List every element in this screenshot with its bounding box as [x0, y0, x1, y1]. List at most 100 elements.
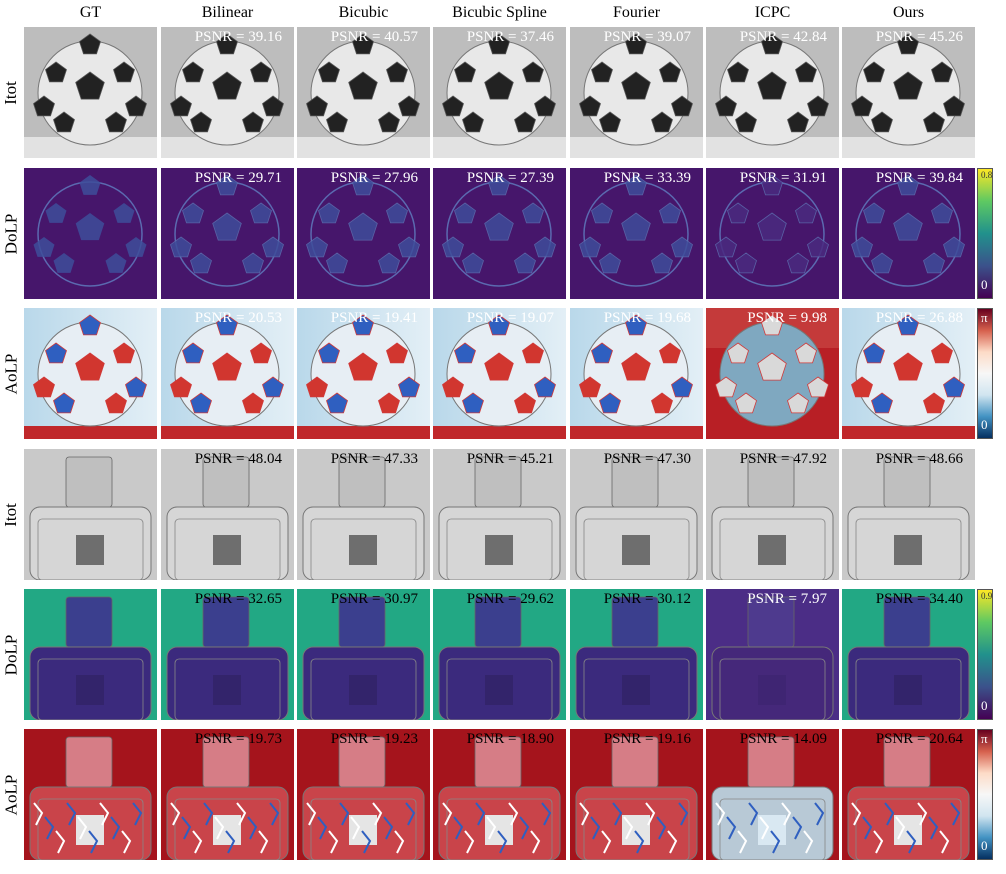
panel-image: [297, 729, 430, 860]
image-panel: PSNR = 42.84: [706, 27, 839, 158]
psnr-label: PSNR = 19.07: [466, 310, 554, 326]
colorbar-max-label: π: [981, 310, 988, 325]
image-panel: PSNR = 27.96: [297, 168, 430, 299]
panel-image: [24, 308, 157, 439]
panel-image: [297, 589, 430, 720]
image-panel: PSNR = 34.40: [842, 589, 975, 720]
psnr-label: PSNR = 39.07: [603, 29, 691, 45]
image-panel: PSNR = 29.71: [161, 168, 294, 299]
panel-image: [842, 308, 975, 439]
image-panel: PSNR = 26.88: [842, 308, 975, 439]
panel-image: [161, 449, 294, 580]
panel-image: [842, 589, 975, 720]
image-panel: PSNR = 7.97: [706, 589, 839, 720]
image-panel: PSNR = 48.04: [161, 449, 294, 580]
image-panel: PSNR = 19.68: [570, 308, 703, 439]
psnr-label: PSNR = 30.12: [603, 591, 691, 607]
colorbar: [977, 308, 993, 439]
image-panel: [24, 308, 157, 439]
column-header: Fourier: [612, 4, 661, 21]
psnr-label: PSNR = 26.88: [875, 310, 963, 326]
panel-image: [24, 168, 157, 299]
image-panel: PSNR = 19.07: [433, 308, 566, 439]
panel-image: [842, 168, 975, 299]
colorbar: [977, 729, 993, 860]
panel-image: [842, 729, 975, 860]
image-panel: PSNR = 27.39: [433, 168, 566, 299]
row-label: DoLP: [0, 168, 22, 299]
psnr-label: PSNR = 30.97: [330, 591, 418, 607]
image-panel: [24, 589, 157, 720]
panel-image: [161, 589, 294, 720]
image-panel: PSNR = 20.53: [161, 308, 294, 439]
psnr-label: PSNR = 47.33: [330, 451, 418, 467]
row-label-text: AoLP: [1, 353, 20, 394]
panel-image: [706, 449, 839, 580]
image-panel: PSNR = 40.57: [297, 27, 430, 158]
image-panel: PSNR = 45.26: [842, 27, 975, 158]
image-panel: PSNR = 20.64: [842, 729, 975, 860]
psnr-label: PSNR = 9.98: [747, 310, 827, 326]
panel-image: [161, 27, 294, 158]
psnr-label: PSNR = 19.73: [194, 731, 282, 747]
image-panel: PSNR = 30.12: [570, 589, 703, 720]
psnr-label: PSNR = 18.90: [466, 731, 554, 747]
image-panel: PSNR = 47.33: [297, 449, 430, 580]
image-panel: PSNR = 37.46: [433, 27, 566, 158]
row-label: AoLP: [0, 729, 22, 860]
image-panel: PSNR = 39.07: [570, 27, 703, 158]
panel-image: [297, 308, 430, 439]
image-panel: PSNR = 32.65: [161, 589, 294, 720]
image-panel: [24, 27, 157, 158]
image-panel: PSNR = 47.92: [706, 449, 839, 580]
psnr-label: PSNR = 27.39: [466, 170, 554, 186]
panel-image: [24, 27, 157, 158]
panel-image: [570, 589, 703, 720]
row-label-text: AoLP: [1, 774, 20, 815]
column-header: GT: [79, 4, 102, 21]
image-panel: [24, 449, 157, 580]
psnr-label: PSNR = 27.96: [330, 170, 418, 186]
psnr-label: PSNR = 7.97: [747, 591, 827, 607]
psnr-label: PSNR = 19.16: [603, 731, 691, 747]
colorbar: [977, 168, 993, 299]
psnr-label: PSNR = 29.71: [194, 170, 282, 186]
panel-image: [570, 168, 703, 299]
image-panel: PSNR = 14.09: [706, 729, 839, 860]
psnr-label: PSNR = 45.26: [875, 29, 963, 45]
image-panel: PSNR = 19.41: [297, 308, 430, 439]
panel-image: [433, 589, 566, 720]
panel-image: [570, 729, 703, 860]
row-label: Itot: [0, 449, 22, 580]
row-label-text: Itot: [1, 502, 21, 527]
psnr-label: PSNR = 37.46: [466, 29, 554, 45]
panel-image: [706, 168, 839, 299]
image-panel: PSNR = 9.98: [706, 308, 839, 439]
psnr-label: PSNR = 47.92: [739, 451, 827, 467]
panel-image: [433, 729, 566, 860]
psnr-label: PSNR = 42.84: [739, 29, 827, 45]
psnr-label: PSNR = 48.66: [875, 451, 963, 467]
psnr-label: PSNR = 31.91: [739, 170, 827, 186]
panel-image: [297, 27, 430, 158]
image-panel: [24, 729, 157, 860]
row-label-text: DoLP: [1, 213, 20, 254]
psnr-label: PSNR = 20.64: [875, 731, 963, 747]
panel-image: [570, 308, 703, 439]
image-panel: PSNR = 30.97: [297, 589, 430, 720]
panel-image: [24, 729, 157, 860]
panel-image: [706, 589, 839, 720]
panel-image: [433, 27, 566, 158]
panel-image: [161, 168, 294, 299]
image-panel: PSNR = 33.39: [570, 168, 703, 299]
column-header: Ours: [892, 4, 925, 21]
image-panel: [24, 168, 157, 299]
row-label: DoLP: [0, 589, 22, 720]
colorbar-min-label: 0: [981, 838, 988, 853]
panel-image: [24, 449, 157, 580]
colorbar-min-label: 0: [981, 277, 988, 292]
panel-image: [433, 308, 566, 439]
psnr-label: PSNR = 40.57: [330, 29, 418, 45]
psnr-label: PSNR = 39.16: [194, 29, 282, 45]
image-panel: PSNR = 48.66: [842, 449, 975, 580]
